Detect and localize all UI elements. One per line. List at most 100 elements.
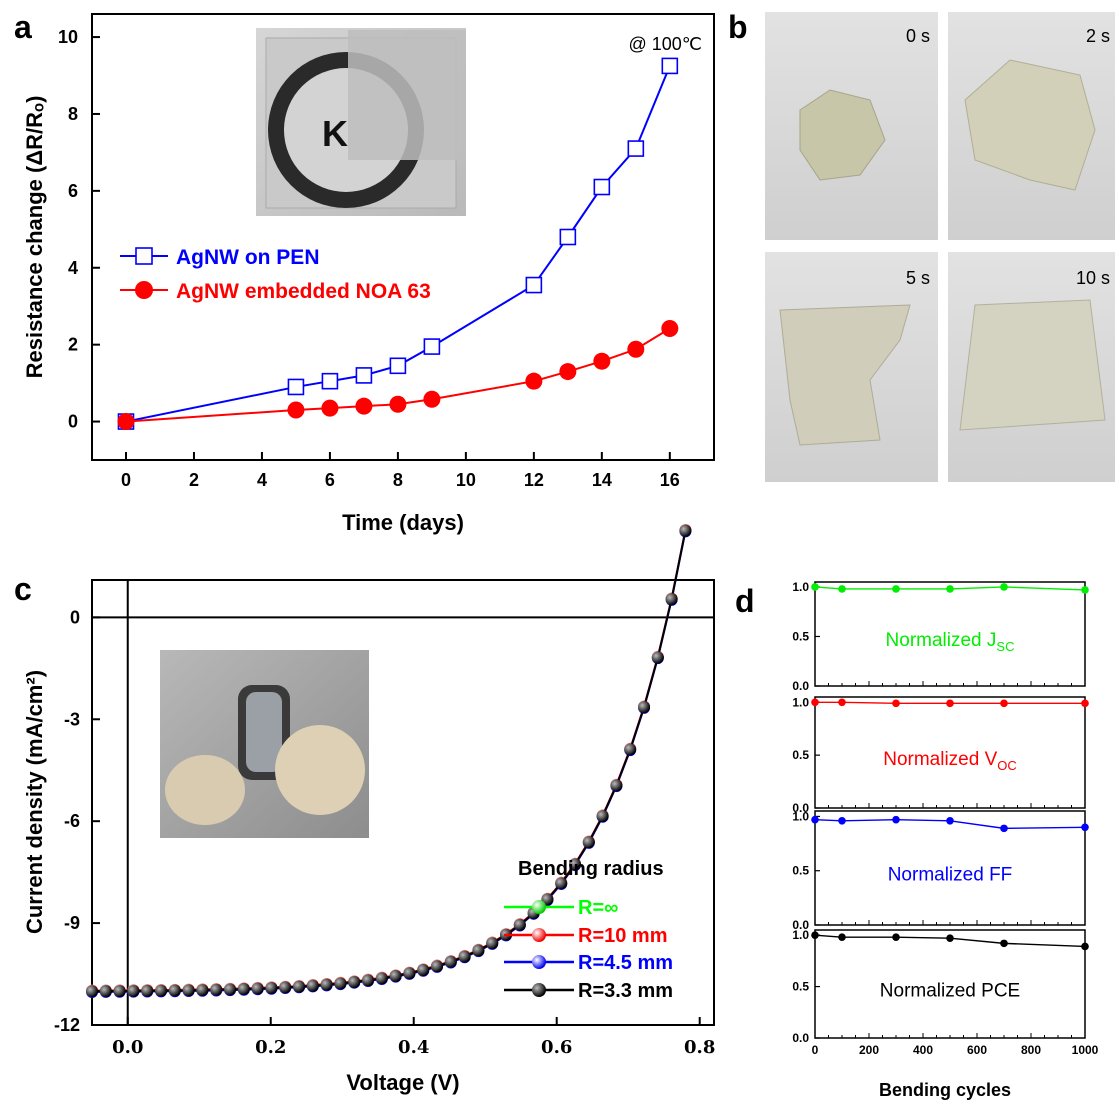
data-point-circle xyxy=(355,397,373,415)
d-data-point xyxy=(838,933,846,941)
iv-point xyxy=(638,701,651,714)
iv-point xyxy=(320,978,333,991)
d-data-point xyxy=(892,815,900,824)
y-tick-label: 2 xyxy=(68,335,78,355)
x-tick-label: 0.6 xyxy=(541,1037,572,1058)
legend-marker-agnw-noa xyxy=(135,281,153,299)
data-point-circle xyxy=(389,395,407,413)
iv-point xyxy=(348,976,361,989)
data-point-circle xyxy=(661,320,679,338)
d-data-point xyxy=(892,585,900,593)
x-tick-label: 4 xyxy=(257,470,267,490)
iv-point xyxy=(99,985,112,998)
x-tick-label: 0.2 xyxy=(255,1037,286,1058)
panel-a-series xyxy=(117,57,679,431)
d-data-point xyxy=(811,931,819,939)
legend-label-r-4-5: R=4.5 mm xyxy=(578,952,673,974)
iv-point xyxy=(196,984,209,997)
subplot-label-3: Normalized PCE xyxy=(880,980,1020,1001)
d-y-tick-label: 0.0 xyxy=(792,918,809,932)
x-tick-label: 0.0 xyxy=(112,1037,143,1058)
photo-2s: 2 s xyxy=(948,12,1115,240)
d-data-point xyxy=(892,933,900,941)
iv-point xyxy=(279,981,292,994)
d-data-point xyxy=(946,934,954,943)
d-data-point xyxy=(946,585,954,593)
panel-d-subplots: 0.0 0.5 1.0 Normalized JSC 0.0 0.5 1.0 Normaliz… xyxy=(792,580,1098,1057)
subplot-label-2: Normalized FF xyxy=(888,865,1013,886)
legend-label-r-3-3: R=3.3 mm xyxy=(578,980,673,1002)
y-tick-label: -12 xyxy=(54,1015,80,1035)
panel-a-frame xyxy=(91,13,715,461)
d-data-point xyxy=(811,583,819,591)
data-point-circle xyxy=(593,352,611,370)
data-point-circle xyxy=(627,340,645,358)
data-point-square xyxy=(559,228,577,246)
iv-point xyxy=(237,983,250,996)
legend-marker-r-10 xyxy=(532,928,546,942)
iv-point xyxy=(334,977,347,990)
data-point-square xyxy=(389,357,407,375)
iv-point xyxy=(582,836,595,849)
panel-c-label: c xyxy=(14,571,32,607)
y-tick-label: -6 xyxy=(64,811,80,831)
panel-a: a 0 2 4 6 8 10 12 14 16 0 2 4 6 8 10 K @ 100℃ AgNW on … xyxy=(14,9,715,535)
x-tick-label: 0.4 xyxy=(398,1037,429,1058)
panel-a-x-axis-label: Time (days) xyxy=(342,510,464,535)
x-tick-label: 16 xyxy=(660,470,680,490)
d-y-tick-label: 0.5 xyxy=(792,980,809,994)
panel-c-inset-photo xyxy=(160,650,369,838)
data-point-square xyxy=(525,276,543,294)
d-x-tick-label: 1000 xyxy=(1072,1043,1099,1057)
iv-point xyxy=(141,984,154,997)
x-tick-label: 0 xyxy=(121,470,131,490)
d-data-point xyxy=(946,816,954,825)
iv-point xyxy=(182,984,195,997)
data-point-square xyxy=(287,378,305,396)
panel-c-series xyxy=(86,523,692,998)
photo-10s-label: 10 s xyxy=(1076,268,1110,288)
panel-d-label: d xyxy=(735,583,755,619)
y-tick-label: 0 xyxy=(68,412,78,432)
x-tick-label: 12 xyxy=(524,470,544,490)
iv-point xyxy=(389,969,402,982)
iv-point xyxy=(431,960,444,973)
panel-b-label: b xyxy=(728,9,748,45)
iv-point xyxy=(375,972,388,985)
photo-2s-label: 2 s xyxy=(1086,26,1110,46)
panel-c-x-axis-label: Voltage (V) xyxy=(346,1070,459,1095)
iv-point xyxy=(486,937,499,950)
d-x-tick-label: 600 xyxy=(967,1043,987,1057)
panel-a-inset-photo: K xyxy=(256,28,466,216)
iv-point xyxy=(293,980,306,993)
x-tick-label: 2 xyxy=(189,470,199,490)
iv-point xyxy=(555,877,568,890)
data-point-circle xyxy=(287,401,305,419)
d-y-tick-label: 0.0 xyxy=(792,1031,809,1045)
iv-point xyxy=(610,779,623,792)
iv-point xyxy=(444,955,457,968)
photo-10s: 10 s xyxy=(948,252,1115,482)
subplot-label-1: Normalized VOC xyxy=(883,749,1017,773)
d-y-tick-label: 0.5 xyxy=(792,864,809,878)
iv-point xyxy=(86,985,98,998)
d-data-point xyxy=(1081,823,1089,832)
iv-point xyxy=(569,858,582,871)
iv-point xyxy=(665,593,678,606)
d-y-tick-label: 0.0 xyxy=(792,679,809,693)
d-y-tick-label: 1.0 xyxy=(792,928,809,942)
d-x-tick-label: 800 xyxy=(1021,1043,1041,1057)
iv-point xyxy=(155,984,168,997)
d-data-point xyxy=(811,698,819,707)
d-data-point xyxy=(1081,942,1089,951)
iv-point xyxy=(224,983,237,996)
panel-a-y-axis-label: Resistance change (ΔR/Rₒ) xyxy=(22,96,47,379)
data-point-square xyxy=(593,178,611,196)
d-data-point xyxy=(838,698,846,707)
data-point-square xyxy=(661,57,679,75)
d-data-point xyxy=(1081,586,1089,594)
d-data-point xyxy=(892,699,900,708)
d-data-point xyxy=(1000,824,1008,833)
d-series-line-0 xyxy=(814,586,1086,591)
legend-label-r-10: R=10 mm xyxy=(578,925,668,947)
